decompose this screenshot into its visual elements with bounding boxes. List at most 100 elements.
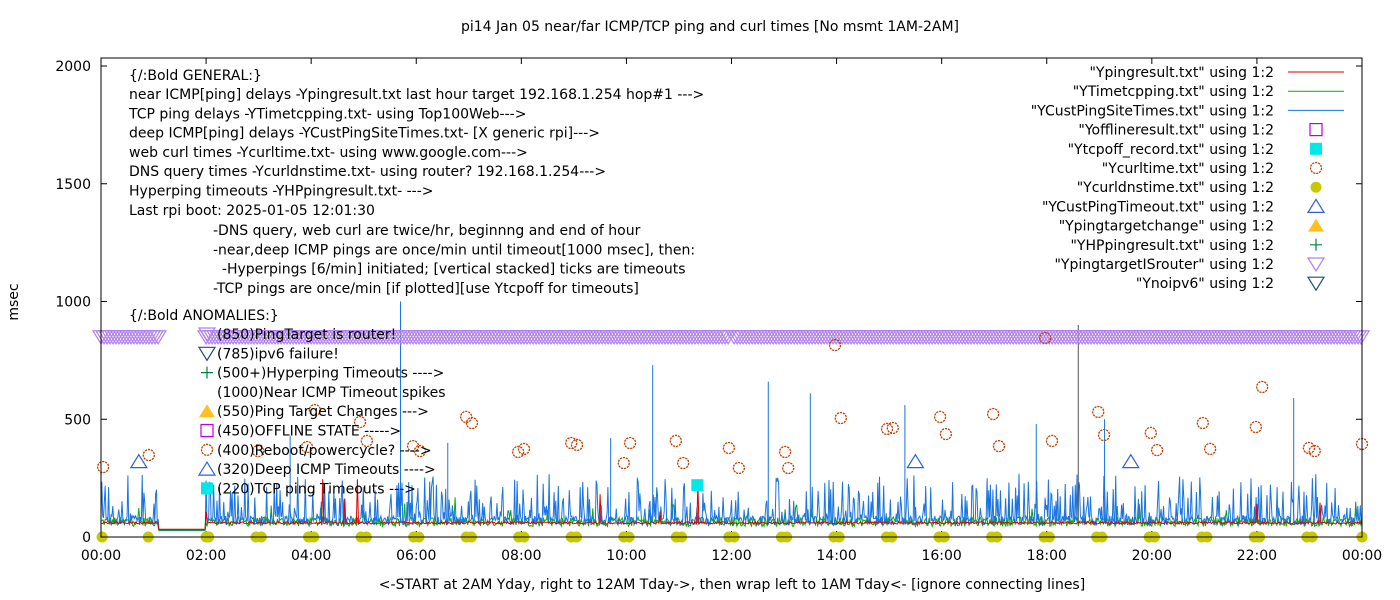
legend-symbol-plus — [1310, 238, 1322, 251]
chart-title: pi14 Jan 05 near/far ICMP/TCP ping and c… — [461, 19, 959, 35]
curl-time-point — [617, 456, 630, 470]
curl-time-point — [732, 461, 746, 475]
curl-time-point — [933, 410, 947, 424]
anomaly-label: (400)Reboot/powercycle? ----> — [217, 443, 432, 459]
anomaly-label: (1000)Near ICMP Timeout spikes — [217, 385, 446, 401]
x-tick-label: 20:00 — [1132, 548, 1172, 564]
anomaly-symbol-plus — [201, 366, 213, 379]
curl-time-point — [1097, 428, 1111, 442]
curl-time-point — [782, 461, 795, 475]
anomaly-label: (500+)Hyperping Timeouts ----> — [217, 366, 444, 382]
curl-time-point — [142, 448, 155, 462]
legend-label: "Ypingtargetchange" using 1:2 — [1059, 219, 1274, 235]
curl-time-point — [465, 416, 479, 430]
curl-time-point — [565, 436, 578, 450]
curl-time-point — [1092, 405, 1105, 419]
legend-symbol-filled-circle — [1310, 181, 1322, 193]
ping-target-is-router-point — [148, 330, 168, 345]
anomaly-symbol-filled-square — [201, 482, 213, 495]
legend-symbol-open-square — [1309, 122, 1323, 137]
general-line: near ICMP[ping] delays -Ypingresult.txt … — [129, 87, 704, 103]
general-line: DNS query times -Ycurldnstime.txt- using… — [129, 164, 606, 180]
general-line: Last rpi boot: 2025-01-05 12:01:30 — [129, 203, 375, 219]
curl-time-point — [677, 456, 690, 470]
curl-time-point — [360, 434, 374, 448]
anomaly-label: (320)Deep ICMP Timeouts ----> — [217, 462, 436, 478]
ping-target-is-router-point — [1352, 330, 1371, 345]
legend-label: "Ycurldnstime.txt" using 1:2 — [1077, 180, 1274, 196]
y-tick-label: 500 — [64, 412, 91, 428]
curl-time-point — [1045, 434, 1059, 448]
general-line: Hyperping timeouts -YHPpingresult.txt- -… — [129, 184, 434, 200]
curl-time-point — [880, 422, 894, 436]
x-tick-label: 18:00 — [1027, 548, 1067, 564]
curl-time-point — [570, 438, 584, 452]
plot-border — [100, 57, 1363, 538]
curl-time-point — [992, 439, 1006, 453]
x-tick-label: 08:00 — [501, 548, 541, 564]
y-axis-label: msec — [6, 283, 22, 320]
anomaly-symbol-open-down-triangle — [197, 327, 217, 343]
deep-icmp-timeout-point — [906, 453, 925, 469]
anomalies-header: {/:Bold ANOMALIES:} — [129, 308, 279, 324]
x-tick-label: 12:00 — [711, 548, 751, 564]
curl-time-point — [96, 460, 110, 474]
near-icmp-series-line — [100, 479, 1363, 530]
x-tick-label: 22:00 — [1237, 548, 1277, 564]
x-tick-label: 04:00 — [291, 548, 331, 564]
curl-time-point — [300, 440, 314, 454]
legend-symbol-open-circle — [1309, 161, 1323, 175]
legend-label: "YHPpingresult.txt" using 1:2 — [1070, 238, 1274, 254]
curl-time-point — [939, 427, 953, 441]
anomaly-symbol-open-circle — [200, 443, 214, 456]
general-line: web curl times -Ycurltime.txt- using www… — [129, 145, 528, 161]
general-header: {/:Bold GENERAL:} — [129, 68, 262, 84]
y-tick-label: 2000 — [55, 59, 91, 75]
y-tick-label: 1000 — [55, 295, 91, 311]
curl-time-point — [1308, 444, 1321, 458]
anomaly-label: (450)OFFLINE STATE -----> — [217, 424, 401, 440]
y-tick-label: 1500 — [55, 177, 91, 193]
legend-symbol-open-down-triangle — [1306, 276, 1326, 292]
legend-label: "YTimetcpping.txt" using 1:2 — [1073, 84, 1274, 100]
legend-label: "Yofflineresult.txt" using 1:2 — [1078, 123, 1274, 139]
legend-label: "Ynoipv6" using 1:2 — [1136, 276, 1274, 292]
legend-label: "Ypingresult.txt" using 1:2 — [1089, 65, 1274, 81]
deep-icmp-timeout-point — [1121, 453, 1140, 469]
legend-symbol-open-triangle — [1306, 198, 1326, 213]
anomaly-label: (550)Ping Target Changes ---> — [217, 404, 429, 420]
deep-icmp-timeout-point — [129, 453, 148, 469]
curl-time-point — [413, 444, 427, 458]
anomaly-label: (220)TCP ping Timeouts ---> — [217, 481, 416, 497]
anomaly-symbol-filled-triangle — [199, 404, 215, 418]
anomaly-label: (850)PingTarget is router! — [217, 327, 396, 343]
anomaly-symbol-open-down-triangle — [197, 346, 217, 362]
x-tick-label: 00:00 — [81, 548, 121, 564]
note-line: -DNS query, web curl are twice/hr, begin… — [213, 223, 641, 239]
curl-time-point — [722, 441, 736, 455]
general-line: TCP ping delays -YTimetcpping.txt- using… — [128, 106, 526, 122]
x-tick-label: 02:00 — [186, 548, 226, 564]
anomaly-symbol-open-triangle — [197, 460, 217, 476]
anomaly-symbol-open-square — [200, 423, 214, 438]
curl-time-point — [1302, 441, 1316, 455]
x-axis-label: <-START at 2AM Yday, right to 12AM Tday-… — [379, 577, 1085, 593]
legend-label: "Ytcpoff_record.txt" using 1:2 — [1068, 142, 1274, 158]
curl-time-point — [669, 434, 682, 448]
x-tick-label: 14:00 — [816, 548, 856, 564]
general-line: deep ICMP[ping] delays -YCustPingSiteTim… — [129, 126, 600, 142]
curl-time-point — [828, 338, 842, 352]
curl-time-point — [1249, 420, 1263, 434]
curl-time-point — [460, 410, 473, 424]
curl-time-point — [517, 442, 531, 456]
curl-time-point — [1256, 380, 1269, 394]
curl-time-point — [886, 421, 899, 435]
anomaly-label: (785)ipv6 failure! — [217, 346, 339, 362]
note-line: -Hyperpings [6/min] initiated; [vertical… — [213, 262, 686, 278]
curl-time-point — [251, 444, 265, 458]
x-tick-label: 16:00 — [921, 548, 961, 564]
curl-time-point — [1204, 442, 1217, 456]
x-tick-label: 00:00 — [1342, 548, 1382, 564]
y-tick-label: 0 — [82, 530, 91, 546]
curl-time-point — [1196, 416, 1209, 430]
